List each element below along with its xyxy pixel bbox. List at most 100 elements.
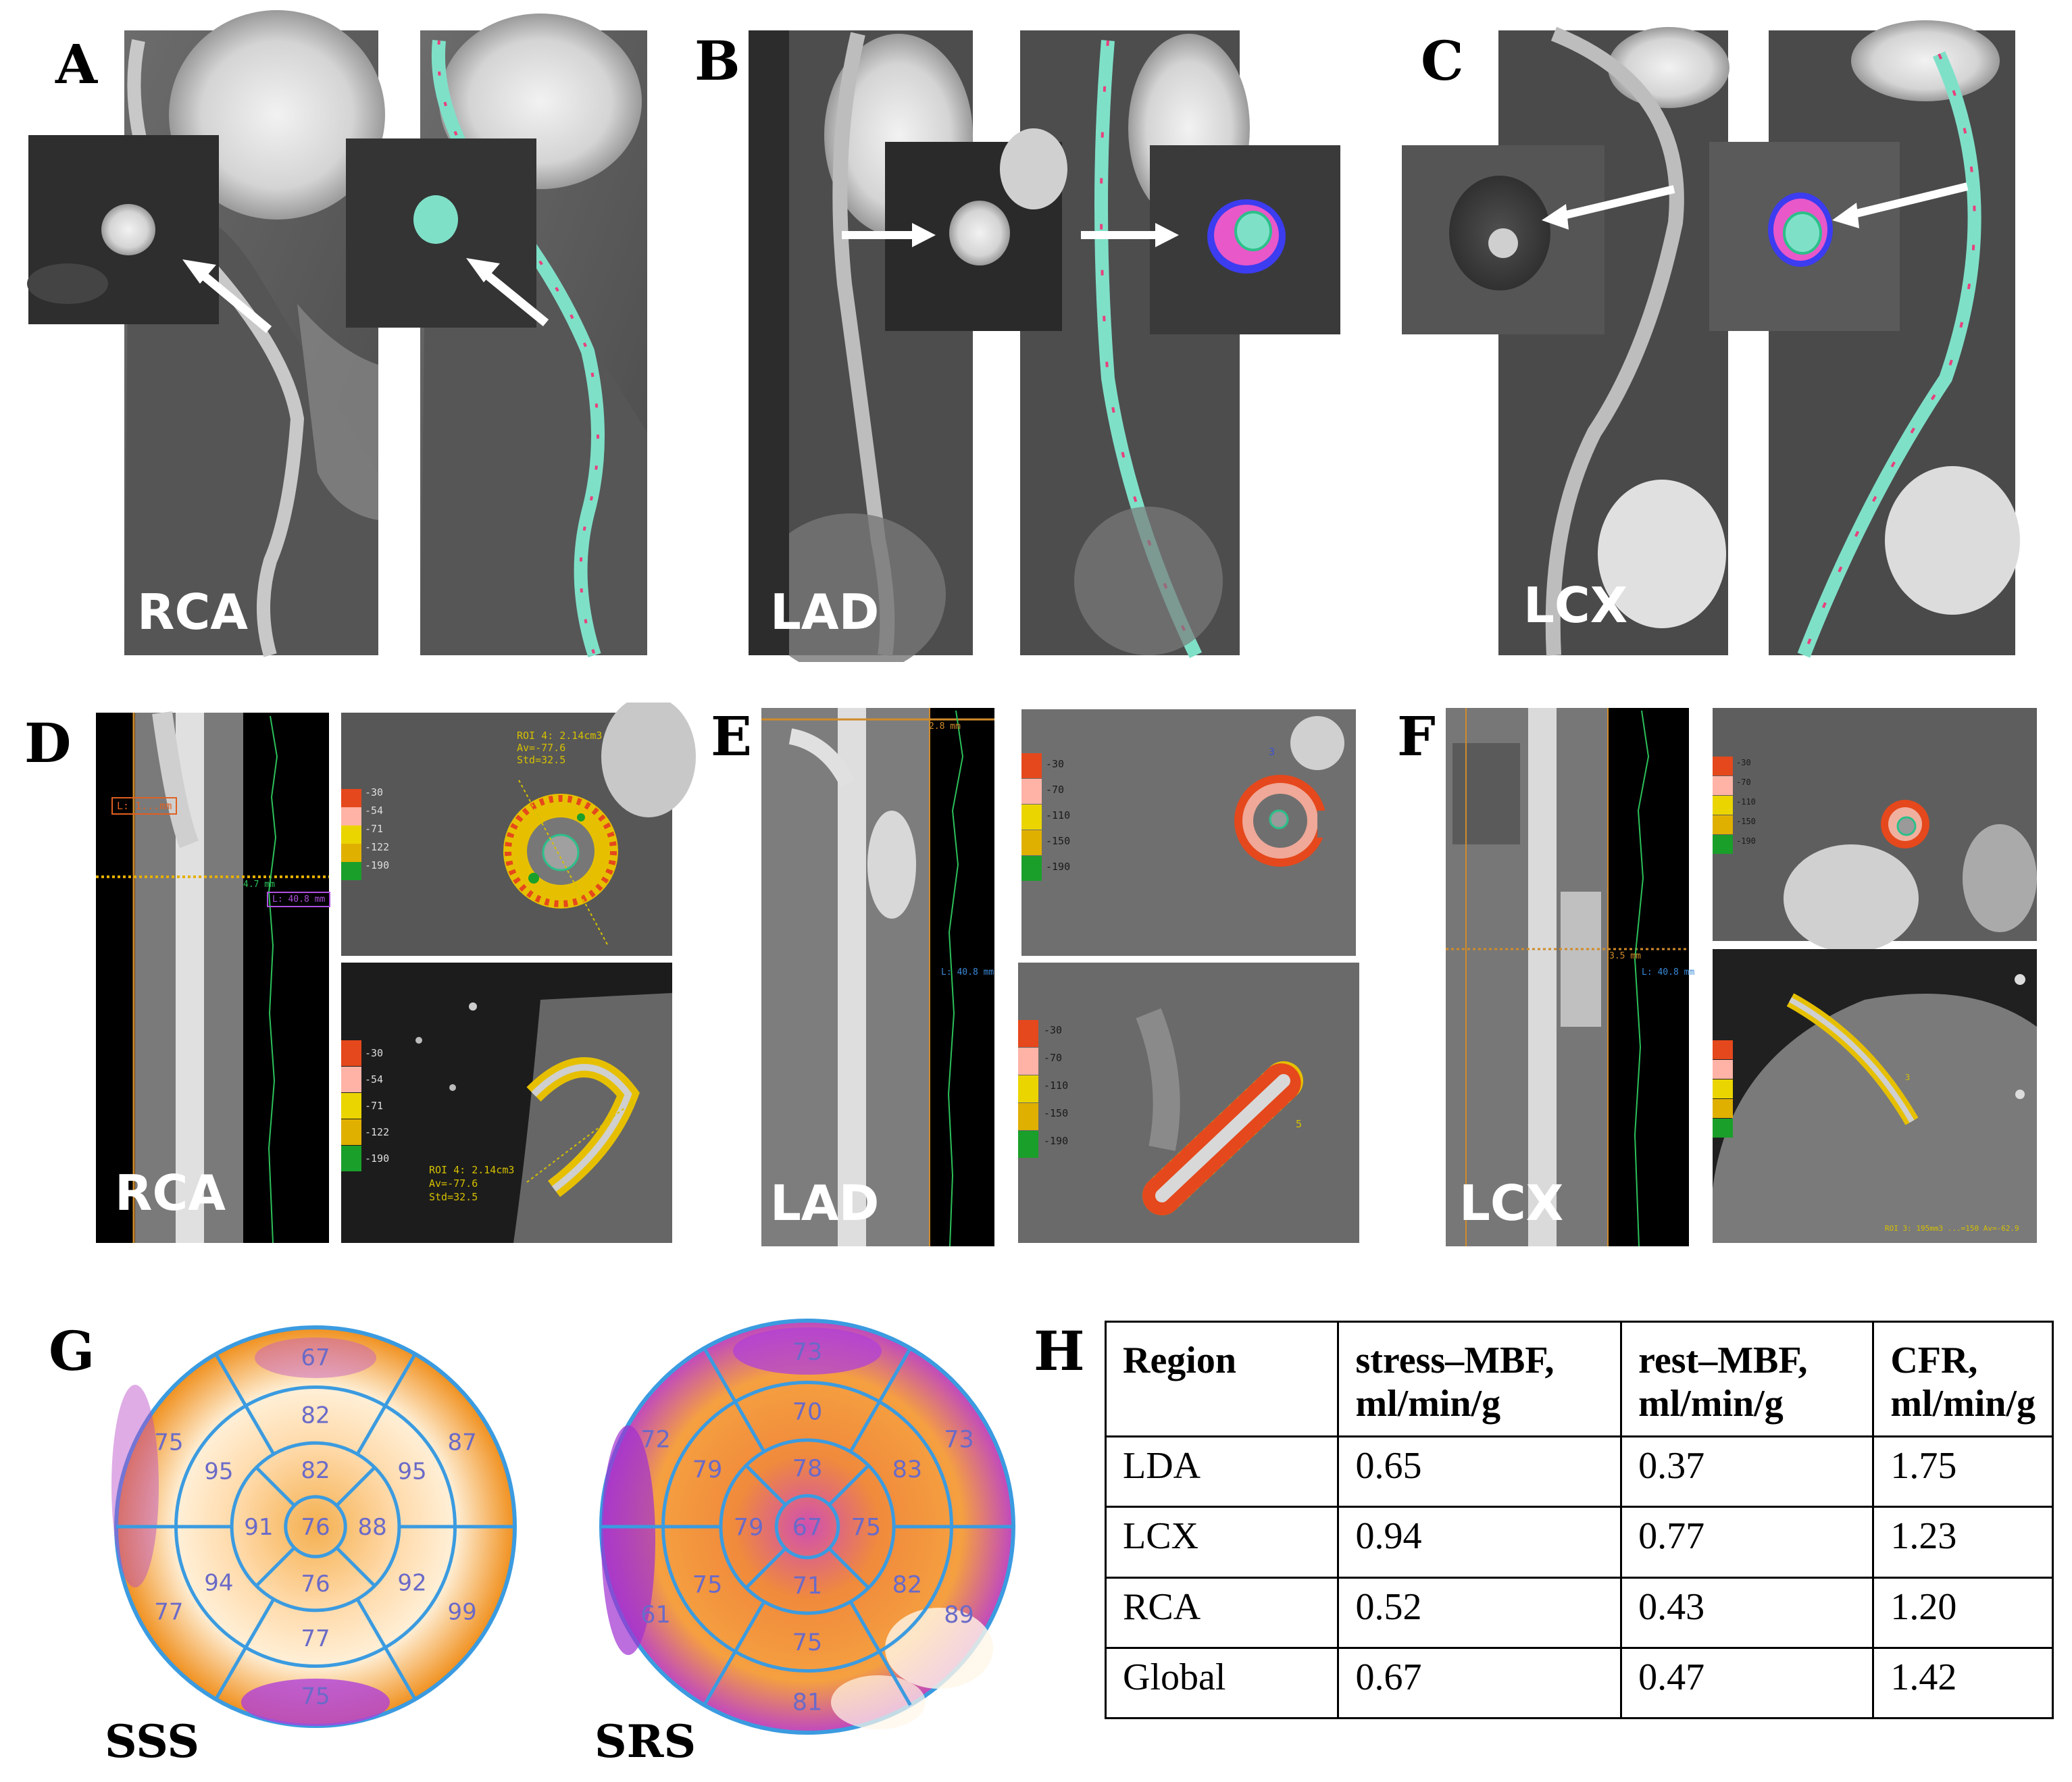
polar-value-mid: 75: [792, 1629, 823, 1656]
header-region: Region: [1104, 1321, 1340, 1437]
ct-lad-original: [749, 30, 973, 662]
panel-label-c: C: [1421, 29, 1464, 93]
ct-lcx-segmented: [1769, 20, 2020, 658]
polar-value-basal: 75: [154, 1429, 183, 1456]
panel-label-e: E: [711, 705, 752, 768]
vessel-label-b: LAD: [770, 584, 880, 640]
table-row: LCX 0.94 0.77 1.23: [1104, 1506, 2054, 1579]
hu-scale-d-oblique-labels: -30 -54 -71 -122 -190: [365, 1047, 390, 1165]
panel-label-a: A: [55, 32, 98, 96]
table-cell: 0.47: [1620, 1646, 1875, 1720]
polar-value-mid: 75: [692, 1572, 723, 1599]
polar-value-mid: 77: [301, 1625, 330, 1652]
table-cell: 0.77: [1620, 1506, 1875, 1579]
polar-divider: [355, 1598, 417, 1700]
polar-divider: [355, 1353, 417, 1455]
polar-value-mid: 95: [397, 1458, 426, 1485]
d-length-mid: L: 40.8 mm: [267, 892, 331, 907]
table-row: LDA 0.65 0.37 1.75: [1104, 1435, 2054, 1508]
table-cell: 0.65: [1337, 1435, 1623, 1508]
polar-value-basal: 89: [944, 1602, 974, 1629]
table-cell: LDA: [1104, 1435, 1340, 1508]
table-cell: RCA: [1104, 1576, 1340, 1649]
vessel-label-f: LCX: [1459, 1175, 1564, 1231]
hu-scale-d-oblique: [341, 1040, 361, 1172]
table-cell: 0.52: [1337, 1576, 1623, 1649]
panel-label-f: F: [1397, 705, 1436, 768]
e-marker-bottom: 5: [1296, 1118, 1303, 1130]
polar-divider: [849, 1347, 912, 1453]
plaque-panels-def: [96, 703, 2037, 1247]
polar-value-mid: 70: [792, 1398, 823, 1425]
polar-value-mid: 92: [397, 1570, 426, 1597]
vessel-label-a: RCA: [137, 584, 249, 640]
header-stress-mbf: stress–MBF, ml/min/g: [1337, 1321, 1623, 1437]
polar-divider: [214, 1353, 276, 1455]
polar-value-basal: 81: [792, 1689, 823, 1716]
f-roi: ROI 3: 195mm3 ...=150 Av=-62.9: [1885, 1224, 2019, 1233]
d-measure: 4.7 mm: [243, 880, 275, 890]
hu-scale-e-oblique: [1018, 1020, 1038, 1159]
table-cell: 1.23: [1872, 1506, 2054, 1579]
polar-value-basal: 75: [301, 1683, 330, 1710]
table-cell: 0.37: [1620, 1435, 1875, 1508]
polar-divider: [214, 1598, 276, 1700]
table-cell: 1.20: [1872, 1576, 2054, 1649]
hu-scale-f-oblique: [1713, 1040, 1733, 1138]
polar-value-basal: 67: [301, 1344, 330, 1371]
polar-value-mid: 82: [892, 1572, 923, 1599]
panel-label-h: H: [1034, 1319, 1085, 1383]
ct-lcx-original: [1498, 26, 1729, 656]
panel-label-b: B: [694, 29, 740, 93]
d-roi-axial: ROI 4: 2.14cm3 Av=-77.6 Std=32.5: [517, 730, 603, 766]
table-row: Global 0.67 0.47 1.42: [1104, 1646, 2054, 1720]
polar-value-apical: 76: [301, 1571, 330, 1598]
polar-divider: [828, 1547, 870, 1589]
polar-value-apical: 75: [851, 1514, 882, 1541]
polar-value-basal: 72: [640, 1427, 671, 1454]
polar-divider: [703, 1600, 766, 1706]
polar-value-apical: 82: [301, 1457, 330, 1484]
polar-divider: [744, 1464, 787, 1506]
polar-value-apical: 91: [244, 1514, 273, 1541]
vessel-label-d: RCA: [115, 1165, 226, 1221]
hu-scale-d-axial-labels: -30 -54 -71 -122 -190: [365, 786, 390, 871]
ct-lad-segmented: [1020, 30, 1250, 659]
polar-caption-sss: SSS: [105, 1715, 200, 1768]
polar-value-mid: 95: [204, 1458, 233, 1485]
header-cfr: CFR, ml/min/g: [1872, 1321, 2054, 1437]
polar-value-mid: 79: [692, 1456, 723, 1483]
polar-ring: [774, 1494, 840, 1560]
panel-label-d: D: [24, 711, 72, 775]
polar-divider: [255, 1546, 296, 1587]
d-marker: 4: [628, 1098, 635, 1110]
polar-value-mid: 83: [892, 1456, 923, 1483]
polar-divider: [703, 1347, 766, 1453]
hu-scale-e-axial-labels: -30 -70 -110 -150 -190: [1046, 758, 1071, 873]
table-cell: 1.75: [1872, 1435, 2054, 1508]
table-cell: 1.42: [1872, 1646, 2054, 1720]
hu-scale-f-axial-labels: -30 -70 -110 -150 -190: [1736, 758, 1756, 846]
polar-value-apical: 88: [357, 1514, 386, 1541]
f-measure: 3.5 mm: [1609, 951, 1641, 961]
f-length-mid: L: 40.8 mm: [1642, 967, 1695, 977]
d-length-top: L: 1...mm: [111, 797, 178, 815]
polar-value-mid: 82: [301, 1402, 330, 1429]
polar-value-basal: 73: [792, 1339, 823, 1366]
vessel-label-e: LAD: [770, 1175, 880, 1231]
header-rest-mbf: rest–MBF, ml/min/g: [1620, 1321, 1875, 1437]
table-cell: 0.43: [1620, 1576, 1875, 1649]
polar-divider: [335, 1466, 376, 1507]
d-roi-oblique: ROI 4: 2.14cm3 Av=-77.6 Std=32.5: [429, 1164, 515, 1203]
table-header-row: Region stress–MBF, ml/min/g rest–MBF, ml/m…: [1104, 1321, 2054, 1437]
polar-value-apex: 76: [301, 1514, 330, 1541]
polar-value-basal: 87: [448, 1429, 477, 1456]
ct-rca-segmented: [420, 14, 647, 658]
e-length-mid: L: 40.8 mm: [941, 967, 994, 977]
polar-divider: [335, 1546, 376, 1587]
polar-value-apex: 67: [792, 1514, 823, 1541]
ct-panels-abc: [27, 10, 2020, 662]
table-cell: 0.94: [1337, 1506, 1623, 1579]
polar-ring: [284, 1495, 347, 1558]
table-row: RCA 0.52 0.43 1.20: [1104, 1576, 2054, 1649]
